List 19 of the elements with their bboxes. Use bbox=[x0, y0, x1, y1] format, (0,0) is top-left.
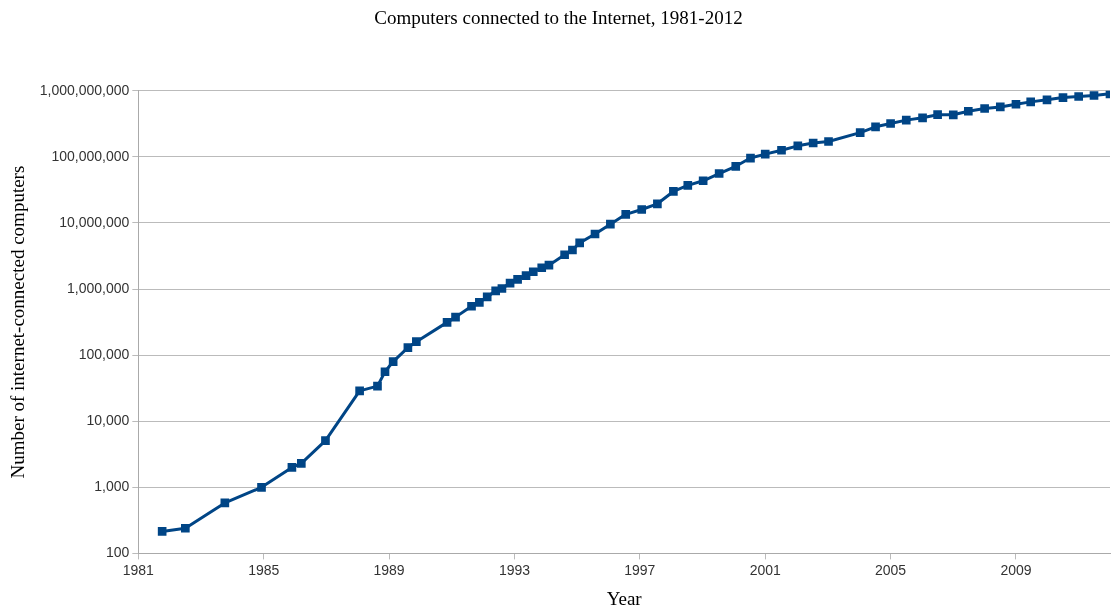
x-tick-label: 2009 bbox=[1000, 561, 1032, 578]
y-tick-label: 100,000,000 bbox=[51, 147, 130, 164]
x-tick-label: 1989 bbox=[373, 561, 405, 578]
y-tick-label: 1,000,000,000 bbox=[39, 81, 130, 98]
x-tick-label: 1997 bbox=[624, 561, 656, 578]
y-axis-title: Number of internet-connected computers bbox=[7, 165, 29, 479]
y-tick-label: 100 bbox=[105, 544, 130, 561]
x-tick-label: 1993 bbox=[498, 561, 531, 578]
y-tick-label: 1,000,000 bbox=[67, 279, 130, 296]
x-tick-label: 2005 bbox=[875, 561, 907, 578]
chart-title: Computers connected to the Internet, 1981-2012 bbox=[374, 7, 743, 29]
x-axis-title: Year bbox=[606, 587, 643, 609]
y-tick-label: 10,000 bbox=[86, 412, 130, 429]
y-tick-label: 10,000,000 bbox=[59, 213, 130, 230]
x-tick-label: 1981 bbox=[122, 561, 155, 578]
x-tick-label: 1985 bbox=[248, 561, 280, 578]
x-tick-label: 2001 bbox=[749, 561, 781, 578]
y-tick-label: 1,000 bbox=[94, 478, 130, 495]
y-tick-label: 100,000 bbox=[78, 346, 130, 362]
